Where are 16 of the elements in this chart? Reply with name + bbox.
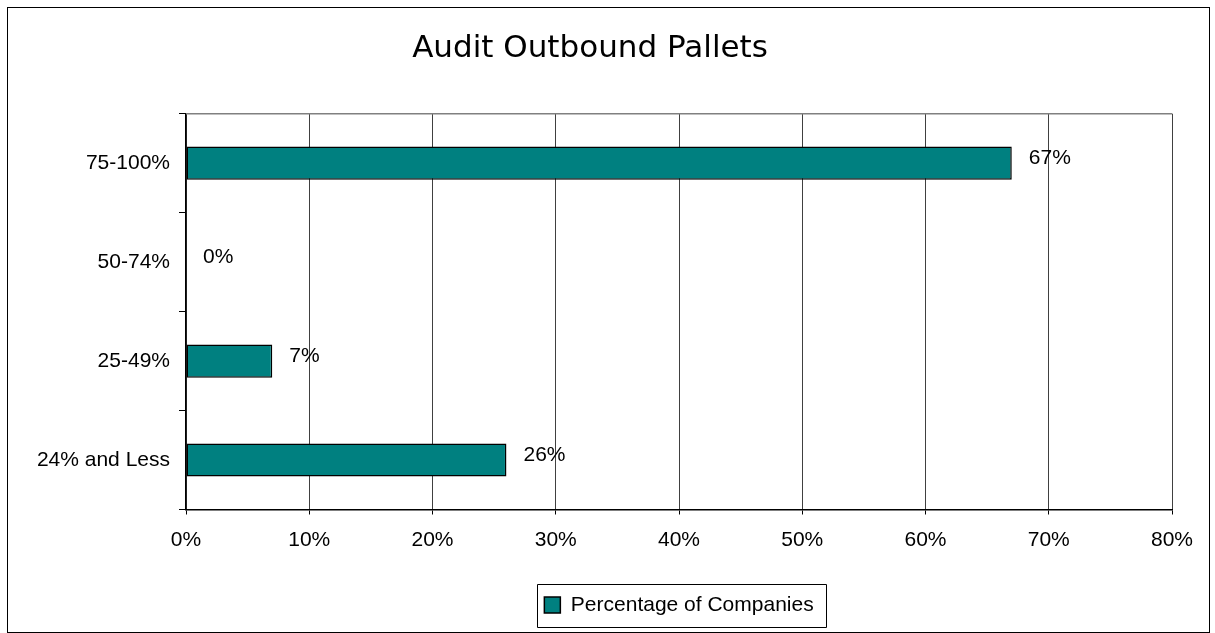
x-tick-label: 0% [170,526,202,550]
data-label: 0% [203,243,234,267]
x-tick-label: 80% [1150,526,1194,550]
x-tick-label: 40% [657,526,701,550]
y-tick-label: 75-100% [85,149,170,173]
x-tick-label: 70% [1027,526,1070,550]
chart-title: Audit Outbound Pallets [412,28,768,65]
x-tick-label: 50% [781,526,824,550]
legend-label: Percentage of Companies [570,591,814,615]
x-tick-label: 60% [904,526,947,550]
y-tick-label: 24% and Less [36,446,170,470]
y-tick-label: 50-74% [97,248,170,272]
x-tick-label: 10% [288,526,331,550]
y-tick-label: 25-49% [97,347,170,371]
x-tick-label: 30% [534,526,577,550]
x-tick-label: 20% [411,526,454,550]
